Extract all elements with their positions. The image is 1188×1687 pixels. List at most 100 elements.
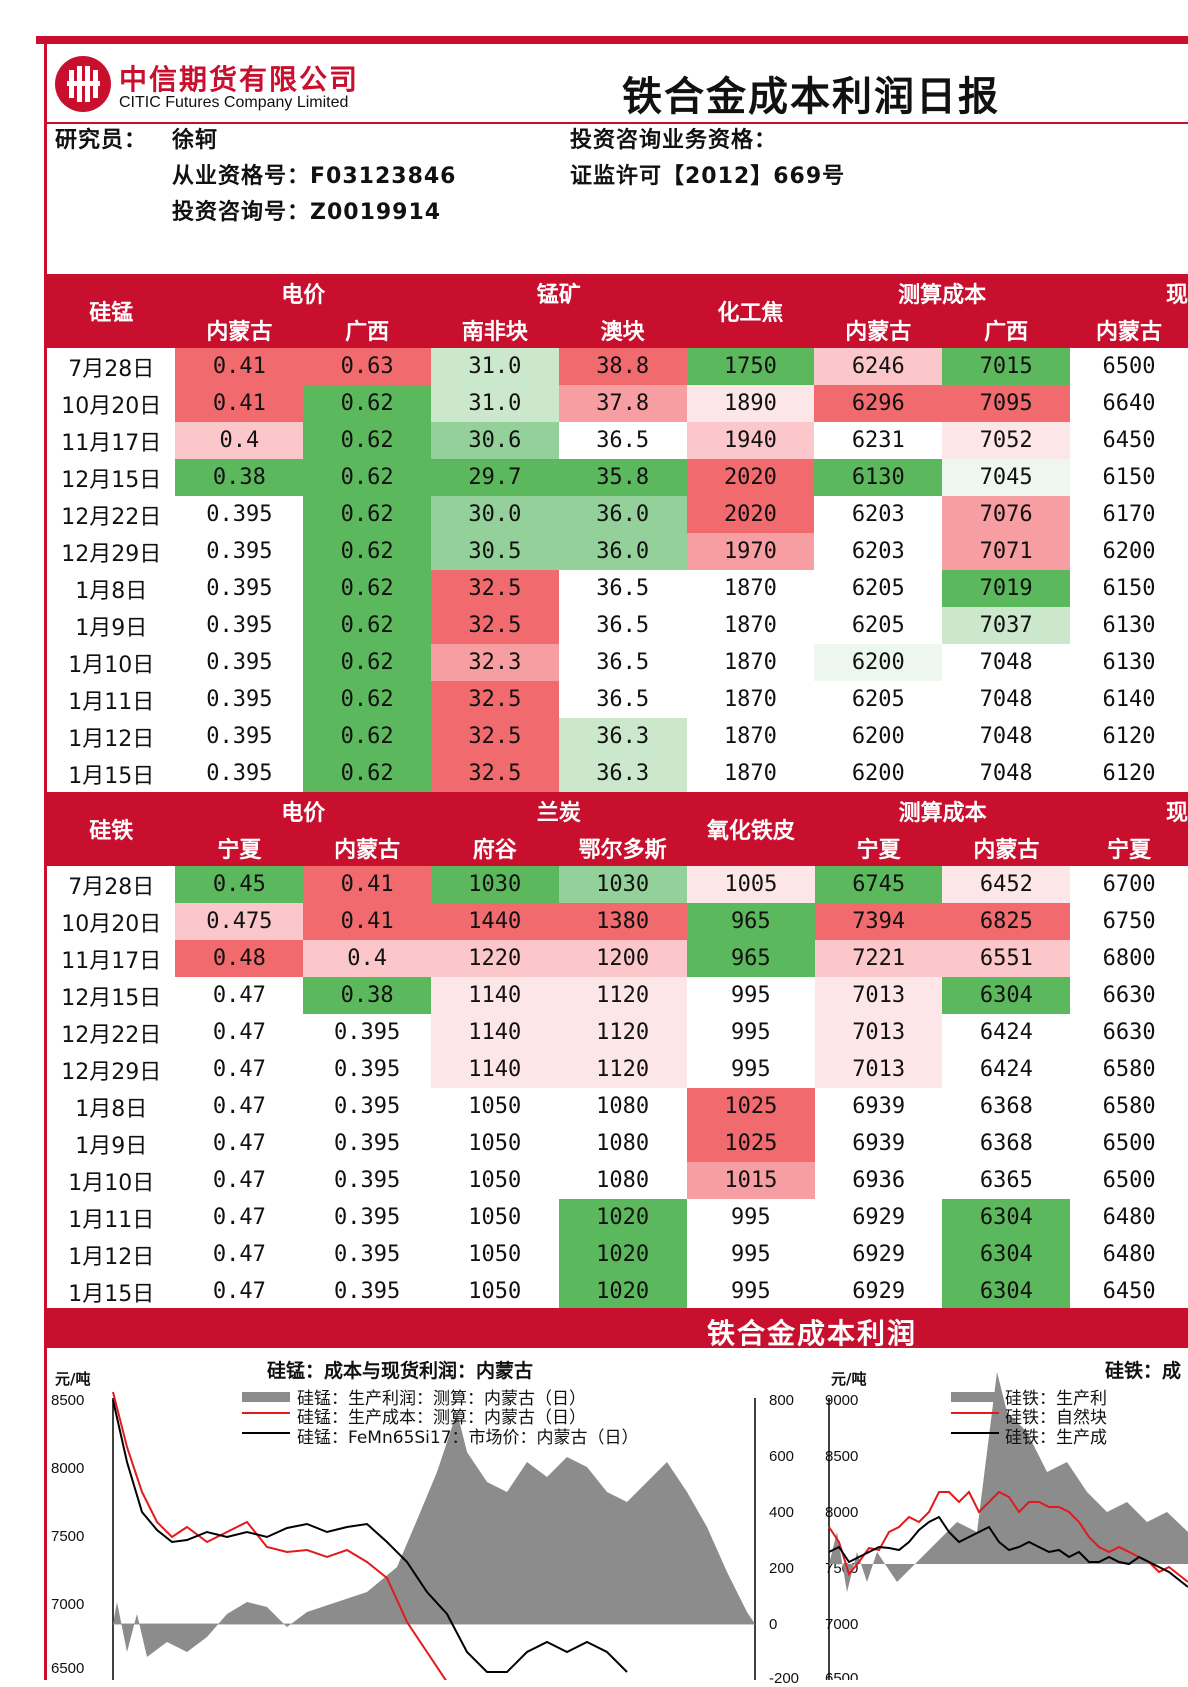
- table-cell: 6580: [1102, 1094, 1156, 1119]
- row-date: 12月22日: [61, 504, 162, 530]
- y-tick: 9000: [825, 1392, 859, 1409]
- table-cell: 6480: [1102, 1242, 1156, 1267]
- table-cell: 6130: [814, 459, 943, 496]
- table-cell: 6203: [851, 502, 905, 527]
- fesi-col-header: 内蒙古: [303, 829, 431, 866]
- simn-group-next: 现: [1069, 274, 1188, 311]
- cert-number: 从业资格号：F03123846: [172, 164, 457, 189]
- table-row: 12月29日 0.395 0.62 30.5 36.0 1970 6203 7071 6200: [47, 533, 1188, 570]
- table-cell: 36.5: [596, 613, 650, 638]
- table-cell: 6630: [1102, 1020, 1156, 1045]
- simn-col-header: 广西: [303, 311, 431, 348]
- table-cell: 0.47: [212, 1094, 266, 1119]
- table-cell: 6200: [814, 644, 943, 681]
- table-cell: 995: [730, 1242, 771, 1267]
- y-tick: 7000: [51, 1596, 85, 1613]
- table-cell: 6365: [979, 1168, 1033, 1193]
- chart-ylabel: 元/吨: [55, 1370, 91, 1388]
- table-cell: 1120: [558, 1014, 687, 1051]
- table-cell: 6745: [814, 866, 943, 903]
- row-date: 1月10日: [68, 652, 155, 678]
- table-cell: 36.5: [596, 576, 650, 601]
- y-tick-right: 800: [769, 1392, 795, 1409]
- table-cell: 0.4: [175, 422, 304, 459]
- table-cell: 1120: [558, 1051, 687, 1088]
- table-cell: 0.62: [303, 755, 431, 792]
- table-row: 11月17日 0.4 0.62 30.6 36.5 1940 6231 7052 6450: [47, 422, 1188, 459]
- table-cell: 38.8: [558, 348, 687, 385]
- fesi-col-header: 宁夏: [814, 829, 943, 866]
- table-row: 1月15日 0.395 0.62 32.5 36.3 1870 6200 7048 6120: [47, 755, 1188, 792]
- table-cell: 0.62: [303, 533, 431, 570]
- table-cell: 0.395: [206, 502, 273, 527]
- table-row: 1月15日 0.47 0.395 1050 1020 995 6929 6304 6450: [47, 1273, 1188, 1310]
- table-cell: 36.5: [596, 650, 650, 675]
- fesi-table: 硅铁 电价 兰炭 氧化铁皮 测算成本 现 宁夏 内蒙古 府谷 鄂尔多斯 宁夏 内…: [47, 792, 1188, 1310]
- table-cell: 0.47: [212, 1057, 266, 1082]
- page-frame: [44, 44, 1188, 1680]
- top-red-rule: [36, 36, 1188, 44]
- fesi-group-coal: 兰炭: [431, 792, 687, 829]
- fesi-plot: [828, 1372, 1188, 1680]
- y-tick: 8500: [825, 1448, 859, 1465]
- simn-col-header: 澳块: [558, 311, 687, 348]
- table-cell: 6800: [1102, 946, 1156, 971]
- table-cell: 6120: [1102, 724, 1156, 749]
- profit-area: [113, 1412, 755, 1657]
- table-cell: 6929: [852, 1205, 906, 1230]
- table-cell: 32.5: [430, 570, 559, 607]
- table-cell: 965: [686, 903, 815, 940]
- fesi-name: 硅铁: [47, 792, 176, 866]
- table-cell: 965: [686, 940, 815, 977]
- simn-col-header: 内蒙古: [814, 311, 943, 348]
- table-cell: 0.395: [206, 687, 273, 712]
- cost-line: [828, 1515, 1188, 1588]
- row-date: 10月20日: [61, 393, 162, 419]
- table-cell: 1870: [723, 613, 777, 638]
- table-cell: 7221: [814, 940, 943, 977]
- table-row: 1月8日 0.47 0.395 1050 1080 1025 6939 6368 6580: [47, 1088, 1188, 1125]
- y-tick: 7000: [825, 1616, 859, 1633]
- row-date: 1月9日: [75, 1133, 148, 1159]
- table-cell: 1080: [596, 1094, 650, 1119]
- table-cell: 1870: [723, 724, 777, 749]
- table-cell: 0.47: [212, 1279, 266, 1304]
- table-cell: 36.5: [596, 428, 650, 453]
- y-tick: 8500: [51, 1392, 85, 1409]
- simn-col-header: 内蒙古: [1069, 311, 1188, 348]
- table-cell: 6368: [979, 1094, 1033, 1119]
- table-cell: 0.47: [212, 1242, 266, 1267]
- table-cell: 1025: [686, 1088, 815, 1125]
- row-date: 12月29日: [61, 541, 162, 567]
- table-row: 12月15日 0.47 0.38 1140 1120 995 7013 6304 6630: [47, 977, 1188, 1014]
- table-cell: 29.7: [430, 459, 559, 496]
- legend-swatch-profit: [242, 1392, 290, 1402]
- table-cell: 0.47: [212, 1168, 266, 1193]
- row-date: 12月29日: [61, 1059, 162, 1085]
- table-cell: 0.62: [303, 681, 431, 718]
- table-cell: 7048: [979, 687, 1033, 712]
- table-cell: 995: [730, 1205, 771, 1230]
- table-cell: 6500: [1102, 1168, 1156, 1193]
- table-row: 1月12日 0.47 0.395 1050 1020 995 6929 6304 6480: [47, 1236, 1188, 1273]
- table-cell: 1015: [686, 1162, 815, 1199]
- table-cell: 0.48: [175, 940, 304, 977]
- business-label: 投资咨询业务资格：: [570, 128, 778, 153]
- chart-title: 硅锰：成本与现货利润：内蒙古: [267, 1360, 534, 1382]
- table-cell: 7076: [942, 496, 1070, 533]
- row-date: 1月8日: [75, 1096, 148, 1122]
- table-cell: 6304: [942, 1273, 1071, 1310]
- table-cell: 0.47: [212, 1131, 266, 1156]
- table-cell: 2020: [686, 459, 815, 496]
- y-tick: 8000: [825, 1504, 859, 1521]
- table-cell: 6630: [1102, 983, 1156, 1008]
- table-cell: 6150: [1102, 465, 1156, 490]
- table-cell: 36.3: [558, 755, 687, 792]
- table-row: 10月20日 0.41 0.62 31.0 37.8 1890 6296 7095 6640: [47, 385, 1188, 422]
- table-cell: 0.38: [175, 459, 304, 496]
- table-cell: 1050: [468, 1279, 522, 1304]
- fesi-group-cost: 测算成本: [814, 792, 1071, 829]
- table-cell: 0.62: [303, 718, 431, 755]
- simn-table: 硅锰 电价 锰矿 化工焦 测算成本 现 内蒙古 广西 南非块 澳块 内蒙古 广西…: [47, 274, 1188, 792]
- table-cell: 1890: [686, 385, 815, 422]
